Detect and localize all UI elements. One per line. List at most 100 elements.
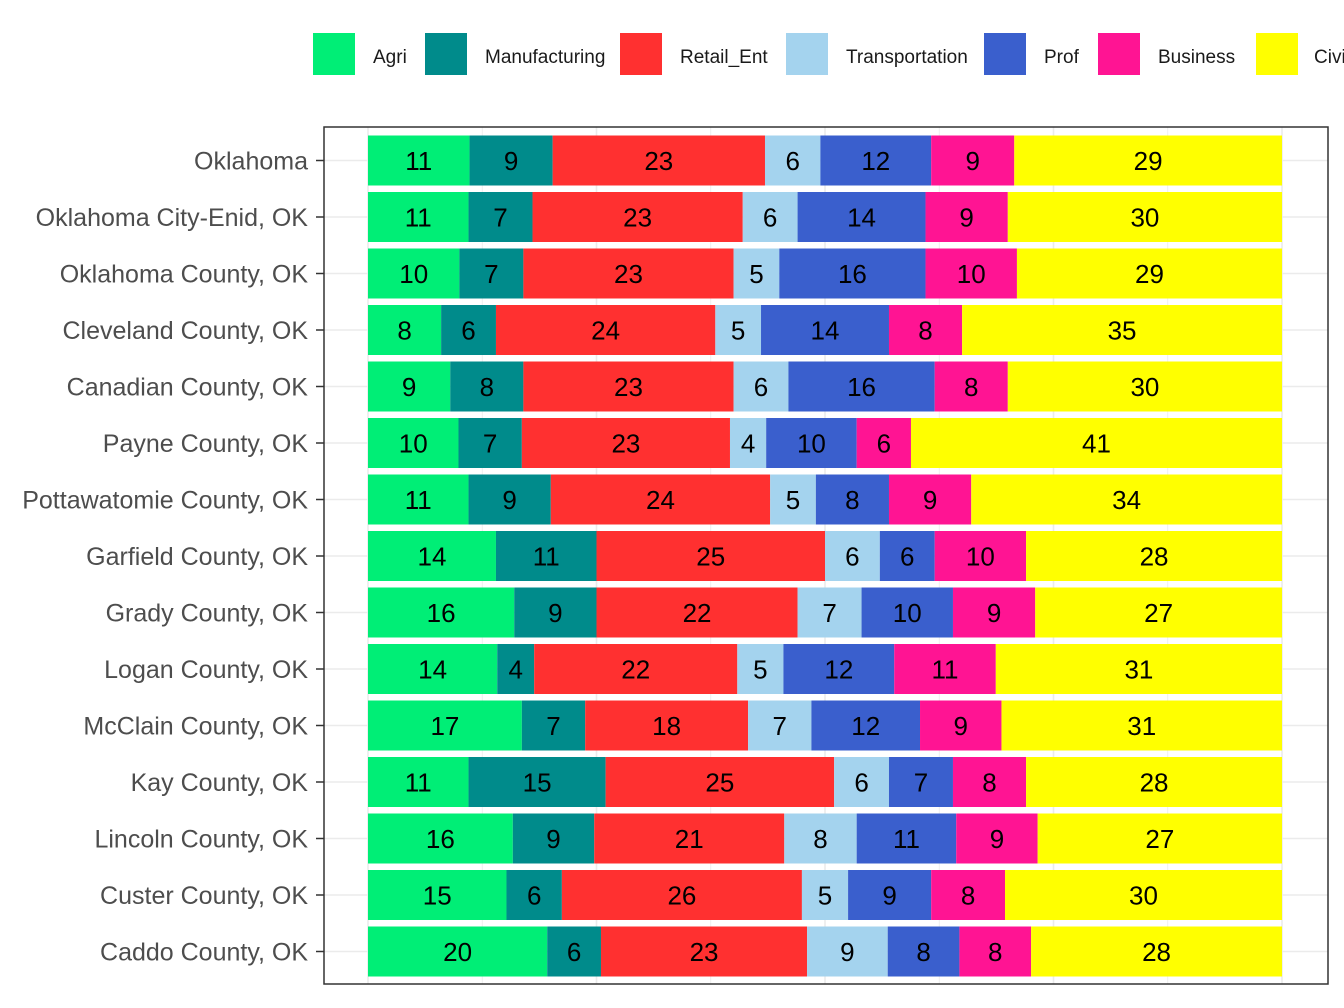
bar-segment-retail-ent — [534, 644, 738, 694]
data-label-transportation: 9 — [840, 937, 854, 967]
data-label-agri: 11 — [405, 768, 432, 798]
data-label-agri: 10 — [399, 259, 428, 289]
data-label-agri: 10 — [399, 429, 428, 459]
data-label-retail-ent: 23 — [614, 259, 643, 289]
data-label-transportation: 5 — [818, 881, 832, 911]
data-label-agri: 9 — [402, 372, 416, 402]
bar-segment-prof — [888, 757, 953, 807]
data-label-agri: 14 — [418, 655, 447, 685]
data-label-business: 8 — [964, 372, 978, 402]
bar-row-grady-county-ok: 16 9 22 7 10 9 27 — [368, 587, 1282, 638]
bar-segment-retail-ent — [532, 192, 743, 242]
bar-row-pottawatomie-county-ok: 11 9 24 5 8 9 34 — [368, 474, 1282, 525]
bar-segment-transportation — [784, 813, 857, 864]
bar-segment-civic — [1035, 587, 1282, 638]
bar-segment-prof — [820, 135, 932, 186]
y-tick-label: Lincoln County, OK — [94, 826, 308, 854]
bar-segment-transportation — [797, 587, 862, 638]
bar-segment-civic — [1026, 757, 1282, 807]
data-label-business: 9 — [990, 824, 1004, 854]
bar-segment-transportation — [764, 135, 821, 186]
data-label-transportation: 6 — [763, 203, 777, 233]
bar-segment-civic — [910, 418, 1282, 468]
data-label-agri: 17 — [430, 711, 459, 741]
data-label-transportation: 4 — [741, 429, 755, 459]
data-label-prof: 8 — [916, 937, 930, 967]
data-label-prof: 12 — [824, 655, 853, 685]
bar-segment-business — [959, 926, 1032, 977]
bar-segment-civic — [1037, 813, 1282, 864]
data-label-retail-ent: 25 — [705, 768, 734, 798]
data-label-civic: 41 — [1082, 429, 1111, 459]
bar-segment-civic — [1016, 248, 1282, 299]
bar-segment-business — [856, 418, 911, 468]
y-tick-label: Payne County, OK — [103, 430, 309, 458]
bar-segment-manufacturing — [512, 813, 595, 864]
legend-key — [425, 33, 467, 75]
bar-segment-prof — [887, 926, 960, 977]
data-label-transportation: 8 — [813, 824, 827, 854]
bar-segment-civic — [1007, 361, 1282, 412]
bar-segment-retail-ent — [596, 587, 798, 638]
data-label-retail-ent: 22 — [683, 598, 712, 628]
data-label-prof: 11 — [893, 824, 920, 854]
data-label-manufacturing: 7 — [546, 711, 560, 741]
bar-segment-prof — [761, 305, 889, 355]
bar-row-kay-county-ok: 11 15 25 6 7 8 28 — [368, 757, 1282, 807]
data-label-manufacturing: 6 — [527, 881, 541, 911]
bar-segment-manufacturing — [468, 192, 533, 242]
bar-row-custer-county-ok: 15 6 26 5 9 8 30 — [368, 870, 1282, 920]
bar-row-caddo-county-ok: 20 6 23 9 8 8 28 — [368, 926, 1282, 977]
bar-row-oklahoma-county-ok: 10 7 23 5 16 10 29 — [368, 248, 1282, 299]
data-label-civic: 28 — [1140, 542, 1169, 572]
data-label-civic: 28 — [1142, 937, 1171, 967]
bar-segment-civic — [1007, 192, 1282, 242]
bar-segment-agri — [368, 870, 507, 920]
bar-segment-retail-ent — [523, 248, 734, 299]
data-label-manufacturing: 11 — [533, 542, 560, 572]
bar-row-garfield-county-ok: 14 11 25 6 6 10 28 — [368, 531, 1282, 581]
data-label-prof: 12 — [851, 711, 880, 741]
bar-segment-agri — [368, 926, 548, 977]
data-label-civic: 31 — [1127, 711, 1156, 741]
data-label-civic: 27 — [1144, 598, 1173, 628]
legend-label: Business — [1158, 47, 1235, 68]
data-label-retail-ent: 25 — [696, 542, 725, 572]
bar-segment-agri — [368, 192, 469, 242]
data-label-civic: 34 — [1112, 485, 1141, 515]
data-label-civic: 29 — [1134, 146, 1163, 176]
data-label-agri: 15 — [423, 881, 452, 911]
data-label-manufacturing: 6 — [567, 937, 581, 967]
data-label-manufacturing: 9 — [502, 485, 516, 515]
y-tick-label: Custer County, OK — [100, 882, 308, 910]
bar-segment-manufacturing — [468, 757, 606, 807]
data-label-agri: 11 — [405, 203, 432, 233]
data-label-transportation: 6 — [854, 768, 868, 798]
data-label-manufacturing: 9 — [546, 824, 560, 854]
y-tick-label: Pottawatomie County, OK — [22, 487, 308, 515]
y-tick-label: Logan County, OK — [104, 656, 308, 684]
data-label-prof: 7 — [914, 768, 928, 798]
data-label-retail-ent: 23 — [690, 937, 719, 967]
data-label-civic: 30 — [1130, 203, 1159, 233]
bar-segment-transportation — [715, 305, 762, 355]
bar-segment-civic — [1026, 531, 1282, 581]
data-label-retail-ent: 21 — [675, 824, 704, 854]
bar-segment-prof — [783, 644, 895, 694]
data-label-agri: 14 — [418, 542, 447, 572]
bar-segment-transportation — [742, 192, 798, 242]
legend-item-retail-ent: Retail_Ent — [620, 33, 768, 75]
bar-segment-transportation — [825, 531, 880, 581]
data-label-civic: 35 — [1108, 316, 1137, 346]
data-label-prof: 12 — [861, 146, 890, 176]
data-label-retail-ent: 22 — [621, 655, 650, 685]
legend-key — [1098, 33, 1140, 75]
bar-segment-manufacturing — [469, 135, 553, 186]
bar-segment-transportation — [733, 361, 789, 412]
legend-label: Retail_Ent — [680, 47, 768, 68]
data-label-manufacturing: 4 — [508, 655, 522, 685]
data-label-retail-ent: 26 — [667, 881, 696, 911]
bar-row-canadian-county-ok: 9 8 23 6 16 8 30 — [368, 361, 1282, 412]
y-tick-label: Caddo County, OK — [100, 939, 308, 967]
